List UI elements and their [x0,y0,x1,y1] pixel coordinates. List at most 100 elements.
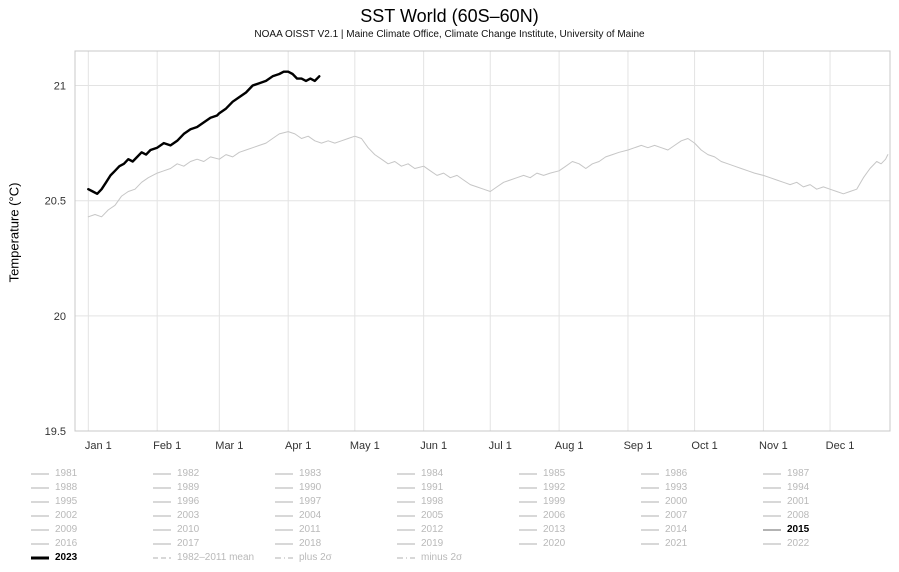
legend-item-2008[interactable]: 2008 [762,509,884,522]
gridlines [75,51,890,432]
legend-item-2020[interactable]: 2020 [518,537,640,550]
x-tick-label: Jan 1 [85,440,112,452]
legend-swatch [397,472,415,475]
legend-item-1995[interactable]: 1995 [30,495,152,508]
legend-item-1981[interactable]: 1981 [30,467,152,480]
legend-item-1982[interactable]: 1982 [152,467,274,480]
legend-item-1992[interactable]: 1992 [518,481,640,494]
legend-item-2005[interactable]: 2005 [396,509,518,522]
legend-item-2012[interactable]: 2012 [396,523,518,536]
legend-swatch [763,514,781,517]
legend-item-2019[interactable]: 2019 [396,537,518,550]
legend-label: 1989 [177,482,200,493]
legend-swatch [31,486,49,489]
legend-item-1988[interactable]: 1988 [30,481,152,494]
legend-label: 2008 [787,510,810,521]
legend-item-1993[interactable]: 1993 [640,481,762,494]
legend-item-2007[interactable]: 2007 [640,509,762,522]
legend-item-2018[interactable]: 2018 [274,537,396,550]
legend-item-1982-2011-mean[interactable]: 1982–2011 mean [152,551,274,564]
x-tick-label: Jul 1 [489,440,512,452]
legend-item-2015[interactable]: 2015 [762,523,884,536]
legend-item-plus-2[interactable]: plus 2σ [274,551,396,564]
x-axis-tick-labels: Jan 1 Feb 1 Mar 1 Apr 1 May 1 Jun 1 Jul 1 Aug 1… [85,440,855,452]
legend-item-1997[interactable]: 1997 [274,495,396,508]
chart-subtitle: NOAA OISST V2.1 | Maine Climate Office, … [254,29,645,40]
legend-label: 1990 [299,482,322,493]
legend-item-1985[interactable]: 1985 [518,467,640,480]
legend-label: 1982–2011 mean [177,552,255,563]
legend-item-minus-2[interactable]: minus 2σ [396,551,518,564]
legend-label: 2023 [55,552,78,563]
legend-swatch [275,514,293,517]
legend-item-2004[interactable]: 2004 [274,509,396,522]
x-tick-label: Nov 1 [759,440,788,452]
legend-item-1996[interactable]: 1996 [152,495,274,508]
legend-item-1983[interactable]: 1983 [274,467,396,480]
legend-swatch [397,528,415,531]
legend-label: 2000 [665,496,688,507]
legend-item-2013[interactable]: 2013 [518,523,640,536]
legend-label: 2017 [177,538,200,549]
legend-swatch [763,542,781,545]
legend-label: 2018 [299,538,322,549]
legend-label: plus 2σ [299,552,332,563]
legend-label: 2014 [665,524,688,535]
legend-item-2006[interactable]: 2006 [518,509,640,522]
legend-item-1987[interactable]: 1987 [762,467,884,480]
legend-item-2011[interactable]: 2011 [274,523,396,536]
legend-item-2017[interactable]: 2017 [152,537,274,550]
legend-swatch [31,542,49,545]
legend-label: 1991 [421,482,444,493]
legend-label: 2006 [543,510,566,521]
legend-item-2023[interactable]: 2023 [30,551,152,564]
y-tick-label: 19.5 [45,426,66,438]
legend-swatch [519,486,537,489]
legend-item-2002[interactable]: 2002 [30,509,152,522]
plot-border [74,50,891,432]
legend-item-1999[interactable]: 1999 [518,495,640,508]
legend-item-2021[interactable]: 2021 [640,537,762,550]
x-tick-label: May 1 [350,440,380,452]
legend-label: 1992 [543,482,566,493]
legend-item-1991[interactable]: 1991 [396,481,518,494]
legend-swatch [641,542,659,545]
legend-swatch [519,500,537,503]
legend-swatch [153,556,171,559]
series-line-2023 [87,70,321,196]
legend-label: 1986 [665,468,688,479]
legend-label: minus 2σ [421,552,463,563]
legend-swatch [519,542,537,545]
legend-swatch [275,472,293,475]
legend-item-2016[interactable]: 2016 [30,537,152,550]
chart-container: Temperature (°C) Jan 1 Feb 1 Mar 1 Apr 1 May… [0,43,899,463]
legend-item-1989[interactable]: 1989 [152,481,274,494]
legend-item-2000[interactable]: 2000 [640,495,762,508]
legend-item-1986[interactable]: 1986 [640,467,762,480]
legend-swatch [153,486,171,489]
legend-item-1998[interactable]: 1998 [396,495,518,508]
legend-swatch [153,500,171,503]
legend-item-2010[interactable]: 2010 [152,523,274,536]
legend-item-2022[interactable]: 2022 [762,537,884,550]
legend-label: 2009 [55,524,78,535]
legend-swatch [397,556,415,559]
legend-item-1984[interactable]: 1984 [396,467,518,480]
legend-item-2003[interactable]: 2003 [152,509,274,522]
x-tick-label: Feb 1 [153,440,181,452]
legend-item-1990[interactable]: 1990 [274,481,396,494]
legend-swatch [519,514,537,517]
legend-swatch [153,528,171,531]
legend-swatch [641,486,659,489]
legend-label: 1998 [421,496,444,507]
legend-swatch [763,500,781,503]
legend-label: 1988 [55,482,78,493]
legend-item-2014[interactable]: 2014 [640,523,762,536]
legend-swatch [275,542,293,545]
legend-label: 1982 [177,468,200,479]
legend-item-1994[interactable]: 1994 [762,481,884,494]
legend-swatch [31,500,49,503]
legend-item-2001[interactable]: 2001 [762,495,884,508]
legend-label: 1983 [299,468,322,479]
legend-item-2009[interactable]: 2009 [30,523,152,536]
